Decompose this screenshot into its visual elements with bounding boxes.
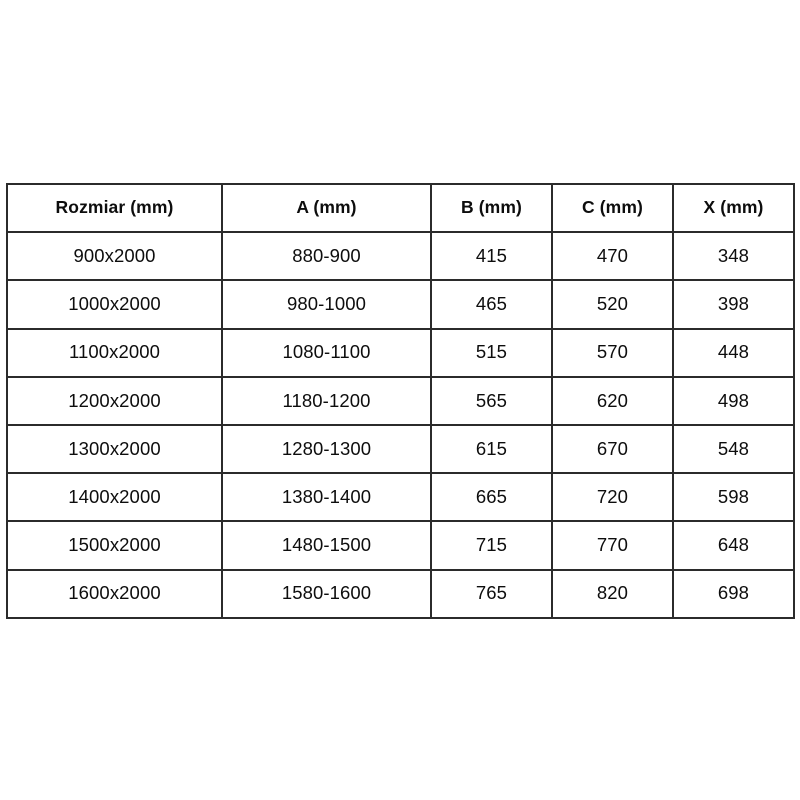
cell-b: 615 (430, 423, 553, 475)
table-row: 1500x2000 1480-1500 715 770 648 (6, 520, 795, 571)
cell-size: 1600x2000 (6, 568, 223, 619)
cell-b: 465 (430, 279, 553, 330)
cell-c: 670 (551, 423, 674, 475)
cell-size: 1100x2000 (6, 327, 223, 378)
cell-c: 570 (551, 327, 674, 378)
table-row: 1400x2000 1380-1400 665 720 598 (6, 472, 795, 523)
table-body: 900x2000 880-900 415 470 348 1000x2000 9… (6, 231, 795, 619)
column-header-a: A (mm) (221, 182, 432, 234)
column-header-b: B (mm) (430, 182, 553, 234)
dimensions-table: Rozmiar (mm) A (mm) B (mm) C (mm) X (mm)… (6, 182, 795, 619)
table-header: Rozmiar (mm) A (mm) B (mm) C (mm) X (mm) (6, 182, 795, 234)
column-header-c: C (mm) (551, 182, 674, 234)
cell-a: 1480-1500 (221, 520, 432, 571)
cell-c: 820 (551, 568, 674, 619)
cell-size: 1200x2000 (6, 375, 223, 426)
cell-x: 498 (672, 375, 795, 426)
cell-c: 620 (551, 375, 674, 426)
table-row: 1000x2000 980-1000 465 520 398 (6, 279, 795, 330)
cell-b: 565 (430, 375, 553, 426)
cell-a: 980-1000 (221, 279, 432, 330)
column-header-x: X (mm) (672, 182, 795, 234)
cell-x: 398 (672, 279, 795, 330)
cell-b: 765 (430, 568, 553, 619)
cell-c: 720 (551, 472, 674, 523)
cell-c: 520 (551, 279, 674, 330)
column-header-size: Rozmiar (mm) (6, 182, 223, 234)
cell-a: 1180-1200 (221, 375, 432, 426)
table-row: 1300x2000 1280-1300 615 670 548 (6, 423, 795, 475)
cell-x: 348 (672, 231, 795, 282)
cell-size: 1400x2000 (6, 472, 223, 523)
cell-size: 900x2000 (6, 231, 223, 282)
cell-b: 715 (430, 520, 553, 571)
cell-x: 548 (672, 423, 795, 475)
cell-x: 448 (672, 327, 795, 378)
cell-x: 648 (672, 520, 795, 571)
cell-a: 880-900 (221, 231, 432, 282)
table-header-row: Rozmiar (mm) A (mm) B (mm) C (mm) X (mm) (6, 182, 795, 234)
cell-b: 515 (430, 327, 553, 378)
cell-a: 1380-1400 (221, 472, 432, 523)
table-row: 1200x2000 1180-1200 565 620 498 (6, 375, 795, 426)
cell-size: 1000x2000 (6, 279, 223, 330)
cell-a: 1080-1100 (221, 327, 432, 378)
cell-size: 1500x2000 (6, 520, 223, 571)
cell-x: 698 (672, 568, 795, 619)
cell-b: 415 (430, 231, 553, 282)
cell-size: 1300x2000 (6, 423, 223, 475)
cell-b: 665 (430, 472, 553, 523)
cell-c: 770 (551, 520, 674, 571)
table-row: 1600x2000 1580-1600 765 820 698 (6, 568, 795, 619)
table-row: 900x2000 880-900 415 470 348 (6, 231, 795, 282)
cell-a: 1280-1300 (221, 423, 432, 475)
table-row: 1100x2000 1080-1100 515 570 448 (6, 327, 795, 378)
dimensions-table-container: Rozmiar (mm) A (mm) B (mm) C (mm) X (mm)… (6, 182, 795, 619)
cell-a: 1580-1600 (221, 568, 432, 619)
cell-x: 598 (672, 472, 795, 523)
cell-c: 470 (551, 231, 674, 282)
